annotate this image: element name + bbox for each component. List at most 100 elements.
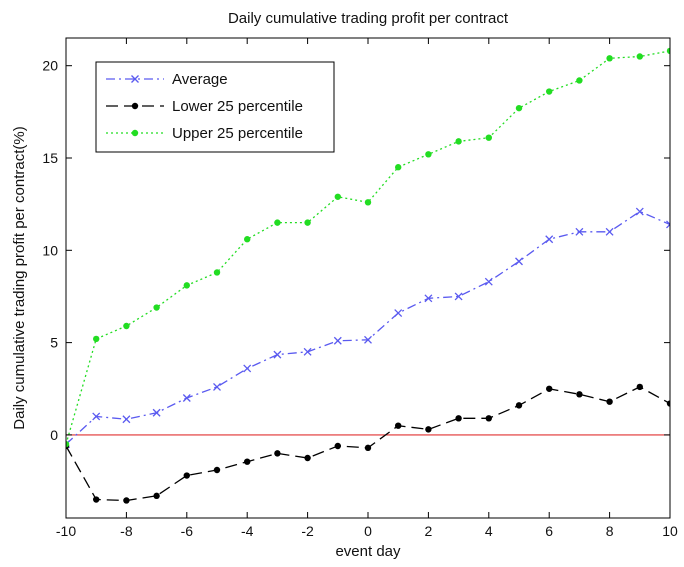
- y-tick-label: 20: [42, 58, 58, 74]
- point-stroke: [303, 347, 312, 356]
- point-stroke: [243, 364, 252, 373]
- legend-label-upper-25-percentile: Upper 25 percentile: [172, 125, 303, 142]
- legend-box: [95, 61, 335, 153]
- series-point-upper-25-percentile: [455, 138, 462, 145]
- x-tick-label: -4: [241, 523, 254, 539]
- point-stroke: [92, 412, 101, 421]
- series-point-upper-25-percentile: [666, 47, 670, 55]
- series-point-lower-25-percentile: [666, 400, 670, 407]
- series-point-average: [545, 235, 554, 244]
- series-point-upper-25-percentile: [364, 199, 372, 206]
- series-point-lower-25-percentile: [213, 466, 221, 474]
- series-point-lower-25-percentile: [546, 385, 553, 392]
- point-stroke: [424, 294, 433, 303]
- series-point-upper-25-percentile: [304, 219, 311, 226]
- series-point-upper-25-percentile: [274, 219, 281, 226]
- series-point-lower-25-percentile: [153, 492, 160, 500]
- series-point-upper-25-percentile: [153, 304, 160, 311]
- point-stroke: [666, 220, 670, 226]
- series-point-average: [515, 257, 523, 266]
- point-stroke: [635, 207, 644, 216]
- series-point-lower-25-percentile: [606, 398, 613, 405]
- legend-marker-upper-25-percentile: [131, 129, 139, 137]
- y-tick-label: 15: [42, 150, 58, 166]
- series-point-average: [635, 207, 644, 216]
- series-point-average: [666, 220, 670, 229]
- series-line-upper-25-percentile: [66, 50, 670, 445]
- series-point-average: [605, 227, 614, 236]
- series-point-lower-25-percentile: [123, 497, 130, 504]
- series-point-average: [122, 415, 131, 424]
- x-tick-label: 4: [485, 523, 493, 539]
- series-point-lower-25-percentile: [93, 496, 100, 503]
- point-stroke: [666, 223, 670, 229]
- x-tick-label: 6: [545, 523, 553, 539]
- series-point-average: [364, 335, 372, 344]
- point-stroke: [454, 292, 463, 301]
- x-tick-label: -2: [301, 523, 314, 539]
- legend-marker-lower-25-percentile: [131, 102, 139, 110]
- series-point-lower-25-percentile: [244, 458, 251, 465]
- series-point-upper-25-percentile: [546, 88, 553, 95]
- series-point-upper-25-percentile: [66, 440, 70, 448]
- point-stroke: [605, 227, 614, 236]
- chart-title: Daily cumulative trading profit per cont…: [228, 10, 509, 27]
- series-point-average: [454, 292, 463, 301]
- series-point-average: [152, 408, 161, 417]
- legend-label-average: Average: [172, 71, 228, 88]
- series-point-lower-25-percentile: [364, 444, 372, 452]
- series-point-upper-25-percentile: [485, 134, 492, 141]
- series-point-upper-25-percentile: [334, 193, 341, 200]
- series-point-lower-25-percentile: [515, 402, 523, 409]
- point-stroke: [152, 408, 161, 417]
- x-tick-label: 10: [662, 523, 678, 539]
- series-point-upper-25-percentile: [244, 236, 251, 243]
- point-stroke: [182, 394, 191, 402]
- point-stroke: [213, 382, 221, 391]
- legend-marker-average: [131, 75, 139, 83]
- x-tick-label: -8: [120, 523, 133, 539]
- series-point-average: [243, 364, 252, 373]
- axis-ticks: -10 -8 -6 -4 -2 0 2 4 6 8 10 0 5 10 15 20: [42, 38, 678, 539]
- point-stroke: [484, 277, 493, 286]
- point-stroke: [545, 235, 554, 244]
- series-point-lower-25-percentile: [274, 450, 281, 457]
- x-axis-label: event day: [335, 543, 401, 560]
- x-tick-label: -6: [181, 523, 194, 539]
- legend-label-lower-25-percentile: Lower 25 percentile: [172, 98, 303, 115]
- y-tick-label: 0: [50, 427, 58, 443]
- series-point-lower-25-percentile: [576, 391, 583, 398]
- point-stroke: [515, 257, 523, 266]
- series-point-average: [92, 412, 101, 421]
- series-point-upper-25-percentile: [576, 77, 583, 84]
- series-point-upper-25-percentile: [515, 104, 523, 112]
- series-point-lower-25-percentile: [636, 383, 643, 391]
- point-stroke: [66, 440, 70, 446]
- series-point-average: [182, 394, 191, 402]
- x-tick-label: 0: [364, 523, 372, 539]
- point-stroke: [333, 336, 342, 345]
- point-stroke: [122, 415, 131, 424]
- series-point-upper-25-percentile: [183, 282, 190, 289]
- series-point-upper-25-percentile: [213, 269, 221, 276]
- series-point-lower-25-percentile: [425, 426, 432, 433]
- plot-marks: [66, 47, 670, 504]
- point-stroke: [394, 309, 403, 318]
- series-point-upper-25-percentile: [395, 164, 402, 171]
- series-point-average: [333, 336, 342, 345]
- series-point-average: [213, 382, 221, 391]
- series-point-upper-25-percentile: [123, 322, 130, 330]
- x-tick-label: -10: [56, 523, 76, 539]
- y-tick-label: 10: [42, 242, 58, 258]
- y-tick-label: 5: [50, 335, 58, 351]
- series-point-upper-25-percentile: [425, 151, 432, 158]
- series-point-lower-25-percentile: [485, 415, 492, 422]
- series-point-lower-25-percentile: [334, 442, 341, 450]
- series-point-lower-25-percentile: [304, 454, 311, 462]
- series-point-lower-25-percentile: [455, 415, 462, 422]
- y-axis-label: Daily cumulative trading profit per cont…: [11, 126, 28, 429]
- series-point-average: [424, 294, 433, 303]
- series-point-average: [394, 309, 403, 318]
- point-stroke: [273, 350, 282, 359]
